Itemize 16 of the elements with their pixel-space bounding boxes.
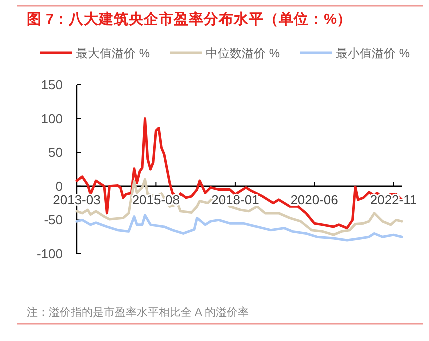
legend-label: 最小值溢价 % (336, 46, 410, 60)
line-series (76, 214, 404, 242)
y-tick-label: -100 (36, 246, 63, 262)
y-tick-label: 50 (48, 145, 63, 160)
y-tick-label: 0 (56, 178, 63, 194)
x-tick-label: 2015-08 (132, 192, 180, 208)
y-tick-label: -50 (44, 212, 63, 228)
text: 注：溢价指的是市盈率水平相比全 A 的溢价率 (27, 306, 249, 319)
legend-label: 最大值溢价 % (76, 46, 150, 60)
y-tick-label: 100 (41, 111, 63, 126)
x-tick-label: 2020-06 (290, 192, 338, 208)
legend-label: 中位数溢价 % (206, 46, 280, 60)
chart-title: 图 7：八大建筑央企市盈率分布水平（单位：%） (27, 10, 352, 28)
y-tick-label: 150 (41, 78, 63, 92)
x-tick-label: 2022-11 (370, 192, 418, 208)
x-tick-label: 2018-01 (212, 192, 260, 208)
